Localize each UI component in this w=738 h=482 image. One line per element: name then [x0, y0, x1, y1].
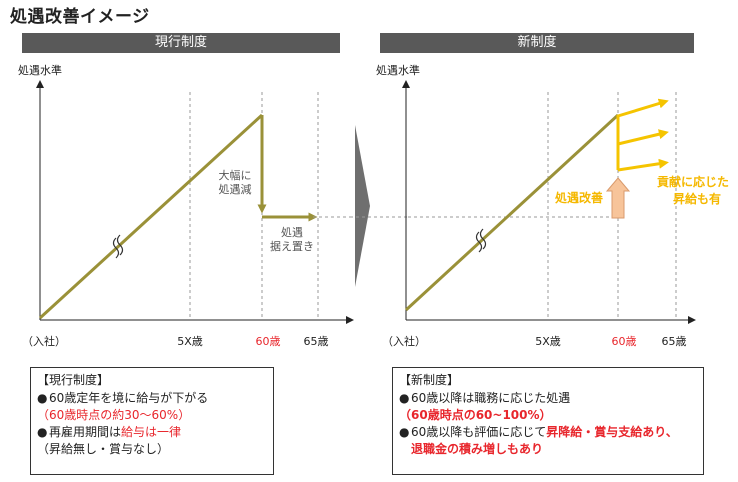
page-title: 処遇改善イメージ [10, 7, 150, 27]
left-tick-65: 65歳 [304, 335, 329, 348]
right-y-axis-label: 処遇水準 [376, 64, 420, 77]
current-bullet-2-emphasis: 給与は一律 [121, 425, 182, 439]
new-bullet-2-prefix: 60歳以降も評価に応じて [411, 425, 547, 439]
current-system-summary-box: 【現行制度】 ● 60歳定年を境に給与が下がる （60歳時点の約30～60%） … [30, 367, 274, 475]
left-y-axis-label: 処遇水準 [18, 64, 62, 77]
current-bullet-2-detail: （昇給無し・賞与なし） [37, 442, 170, 456]
left-tick-60: 60歳 [256, 335, 281, 348]
new-system-summary-box: 【新制度】 ● 60歳以降は職務に応じた処遇 （60歳時点の60~100%） ●… [392, 367, 704, 475]
new-system-summary-heading: 【新制度】 [399, 373, 460, 387]
left-annotation-hold-line2: 据え置き [270, 239, 314, 253]
right-chart: 処遇改善 貢献に応じた 昇給も有 （入社） 5X歳 60歳 65歳 [382, 80, 729, 348]
right-tick-5x: 5X歳 [535, 335, 561, 348]
right-annotation-merit-line1: 貢献に応じた [657, 174, 729, 189]
new-bullet-1: 60歳以降は職務に応じた処遇 [411, 391, 571, 405]
left-annotation-cut-line2: 処遇減 [219, 182, 252, 196]
left-axis-break-mark [112, 234, 124, 259]
bullet-icon: ● [399, 425, 410, 439]
right-tick-60: 60歳 [612, 335, 637, 348]
right-improve-up-arrow [605, 177, 631, 219]
current-bullet-2-prefix: 再雇用期間は [49, 425, 122, 439]
left-tick-join: （入社） [22, 334, 66, 348]
new-bullet-2-emphasis: 昇降給・賞与支給あり、 [546, 425, 678, 439]
right-axis-break-mark [475, 228, 487, 253]
new-bullet-1-detail: （60歳時点の60~100%） [399, 408, 552, 422]
right-merit-arrow-mid [617, 129, 669, 146]
transition-chevron [355, 125, 370, 287]
right-merit-arrow-top [617, 98, 669, 118]
left-annotation-cut-line1: 大幅に [219, 168, 252, 182]
bullet-icon: ● [37, 425, 48, 439]
right-tick-65: 65歳 [662, 335, 687, 348]
right-tick-join: （入社） [382, 334, 426, 348]
current-system-header: 現行制度 [22, 33, 340, 53]
new-system-header: 新制度 [380, 33, 694, 53]
new-bullet-2-emphasis-cont: 退職金の積み増しもあり [411, 442, 544, 456]
right-annotation-merit-line2: 昇給も有 [673, 191, 721, 206]
current-system-summary-heading: 【現行制度】 [37, 373, 110, 387]
bullet-icon: ● [399, 391, 410, 405]
bullet-icon: ● [37, 391, 48, 405]
right-salary-growth-line [404, 113, 620, 312]
current-bullet-1-detail: （60歳時点の約30～60%） [37, 408, 191, 422]
right-merit-arrow-bottom [617, 158, 669, 172]
current-bullet-1: 60歳定年を境に給与が下がる [49, 391, 209, 405]
left-annotation-hold-line1: 処遇 [281, 226, 303, 239]
left-chart: 大幅に 処遇減 処遇 据え置き （入社） 5X歳 60歳 65歳 [22, 80, 354, 348]
left-salary-growth-line [38, 113, 264, 320]
left-tick-5x: 5X歳 [177, 335, 203, 348]
right-annotation-improve: 処遇改善 [554, 190, 603, 205]
